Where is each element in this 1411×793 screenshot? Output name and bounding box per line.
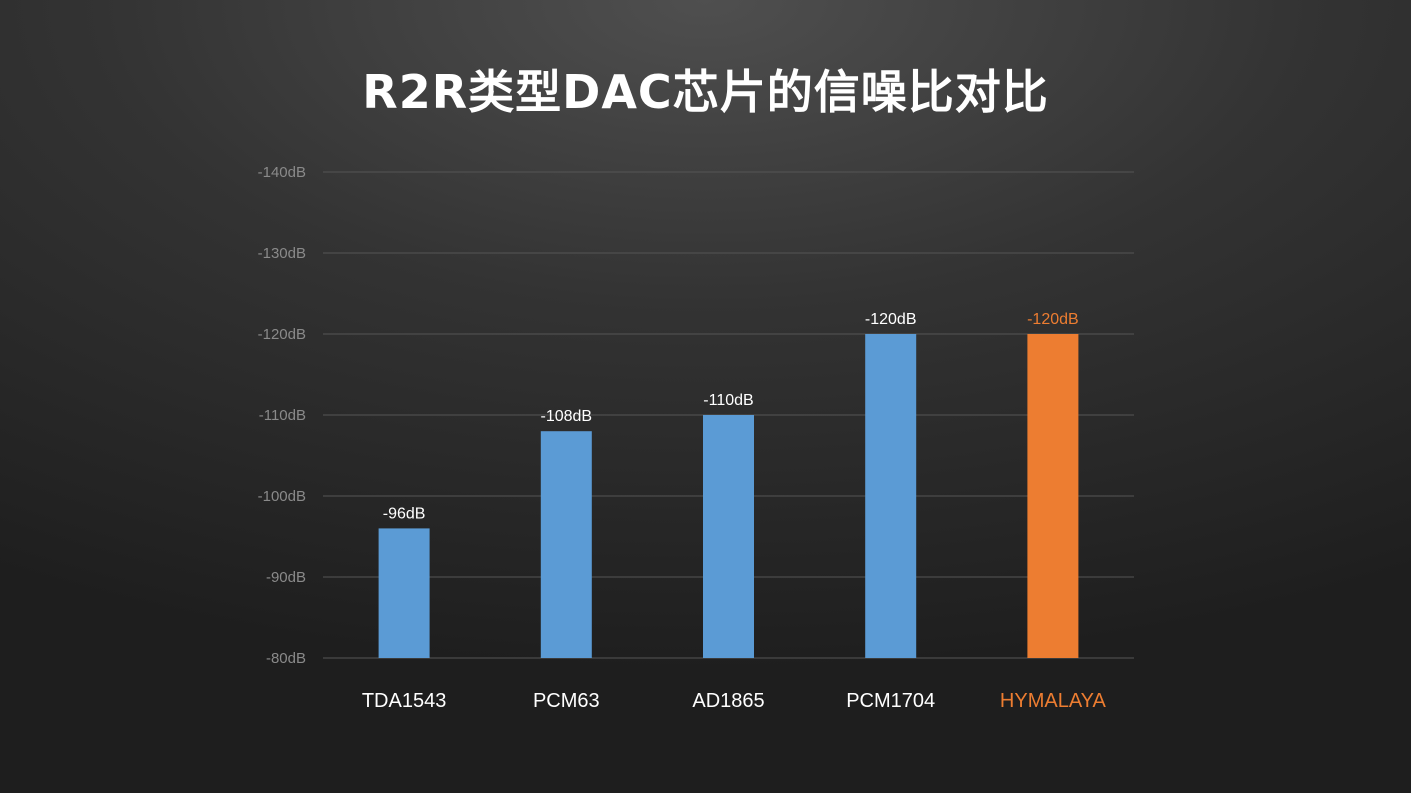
bar-pcm1704 [865, 334, 917, 658]
bar-pcm63 [540, 431, 592, 658]
x-category-label: PCM1704 [846, 690, 935, 712]
x-category-label: HYMALAYA [1000, 690, 1107, 712]
data-labels: -96dB -108dB -110dB -120dB -120dB [383, 311, 1079, 522]
data-label: -110dB [703, 392, 753, 409]
y-tick-label: -120dB [258, 326, 306, 343]
y-tick-label: -90dB [266, 569, 306, 586]
data-label: -108dB [541, 408, 593, 425]
x-category-label: PCM63 [533, 690, 600, 712]
data-label: -96dB [383, 505, 426, 522]
y-tick-label: -100dB [258, 488, 306, 505]
y-tick-label: -80dB [266, 650, 306, 667]
x-axis-categories: TDA1543 PCM63 AD1865 PCM1704 HYMALAYA [362, 690, 1107, 712]
y-tick-label: -130dB [258, 245, 306, 262]
y-tick-label: -140dB [258, 164, 306, 181]
bar-tda1543 [378, 528, 430, 658]
y-axis-ticks: -80dB -90dB -100dB -110dB -120dB -130dB -140dB [258, 164, 306, 667]
x-category-label: TDA1543 [362, 690, 447, 712]
bar-ad1865 [703, 415, 754, 658]
bar-hymalaya [1027, 334, 1079, 658]
bars [378, 334, 1079, 658]
data-label: -120dB [865, 311, 917, 328]
data-label: -120dB [1027, 311, 1079, 328]
x-category-label: AD1865 [692, 690, 764, 712]
y-tick-label: -110dB [259, 407, 306, 424]
chart-title: R2R类型DAC芯片的信噪比对比 [362, 65, 1049, 119]
